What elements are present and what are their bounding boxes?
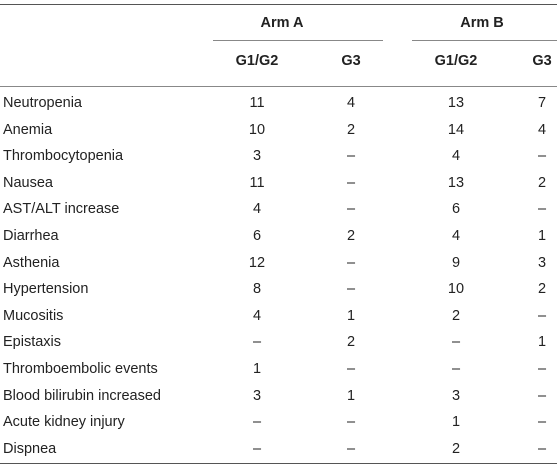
cell-b1: 6 [451,201,461,218]
cell-b2: – [537,440,547,457]
cell-a1: 8 [252,281,262,298]
header-rule [0,86,557,87]
cell-b2: – [537,148,547,165]
row-label: Blood bilirubin increased [3,387,161,404]
cell-a2: – [346,281,356,298]
cell-b1: 14 [447,121,465,138]
cell-a2: – [346,201,356,218]
cell-b1: 9 [451,254,461,271]
cell-b1: 2 [451,307,461,324]
cell-a1: 6 [252,228,262,244]
cell-b2: 3 [537,254,547,271]
cell-a1: 4 [252,307,262,324]
arm-b-underline [412,40,557,41]
cell-a2: – [346,148,356,165]
header-arm-a-g1g2: G1/G2 [235,53,279,69]
cell-b1: 1 [451,414,461,431]
cell-b2: 2 [537,281,547,298]
header-arm-b: Arm B [460,15,504,31]
row-label: Hypertension [3,281,89,298]
header-arm-b-g1g2: G1/G2 [434,53,478,69]
cell-a1: – [252,334,262,351]
cell-b2: 1 [537,228,547,244]
cell-a1: – [252,440,262,457]
cell-a2: 1 [346,307,356,324]
bottom-rule [0,463,557,464]
row-label: Thromboembolic events [3,361,158,377]
cell-b2: 1 [537,334,547,351]
cell-b1: 3 [451,387,461,404]
cell-a2: 2 [346,121,356,138]
cell-b1: 2 [451,440,461,457]
arm-a-underline [213,40,383,41]
cell-a2: 1 [346,387,356,404]
cell-a1: 1 [252,361,262,377]
cell-b2: – [537,307,547,324]
row-label: Acute kidney injury [3,414,125,431]
cell-a2: – [346,361,356,377]
cell-b1: 13 [447,95,465,111]
cell-b2: – [537,414,547,431]
row-label: Thrombocytopenia [3,148,124,165]
cell-b2: 7 [537,95,547,111]
cell-a2: 2 [346,334,356,351]
row-label: Nausea [3,174,53,191]
cell-b1: – [451,334,461,351]
cell-a2: – [346,254,356,271]
cell-b1: 4 [451,228,461,244]
row-label: Anemia [3,121,53,138]
cell-b2: 2 [537,174,547,191]
cell-b1: 4 [451,148,461,165]
cell-a1: 3 [252,148,262,165]
header-arm-b-g3: G3 [532,53,552,69]
cell-a1: 4 [252,201,262,218]
header-arm-a-g3: G3 [341,53,361,69]
cell-b2: – [537,361,547,377]
cell-a1: 11 [249,95,265,111]
row-label: Neutropenia [3,95,82,111]
row-label: Mucositis [3,307,64,324]
row-label: Epistaxis [3,334,62,351]
row-label: Dispnea [3,440,57,457]
top-rule [0,4,557,5]
cell-b2: 4 [537,121,547,138]
cell-a1: 3 [252,387,262,404]
cell-a1: 12 [248,254,266,271]
cell-a2: – [346,174,356,191]
row-label: Asthenia [3,254,60,271]
cell-b1: 13 [447,174,465,191]
cell-a2: 4 [346,95,356,111]
header-arm-a: Arm A [260,15,304,31]
cell-a1: – [252,414,262,431]
cell-a2: – [346,414,356,431]
cell-a2: 2 [346,228,356,244]
cell-a1: 11 [249,174,265,191]
cell-a2: – [346,440,356,457]
cell-b1: – [451,361,461,377]
row-label: Diarrhea [3,228,59,244]
cell-a1: 10 [248,121,266,138]
row-label: AST/ALT increase [3,201,120,218]
cell-b1: 10 [447,281,465,298]
cell-b2: – [537,201,547,218]
cell-b2: – [537,387,547,404]
